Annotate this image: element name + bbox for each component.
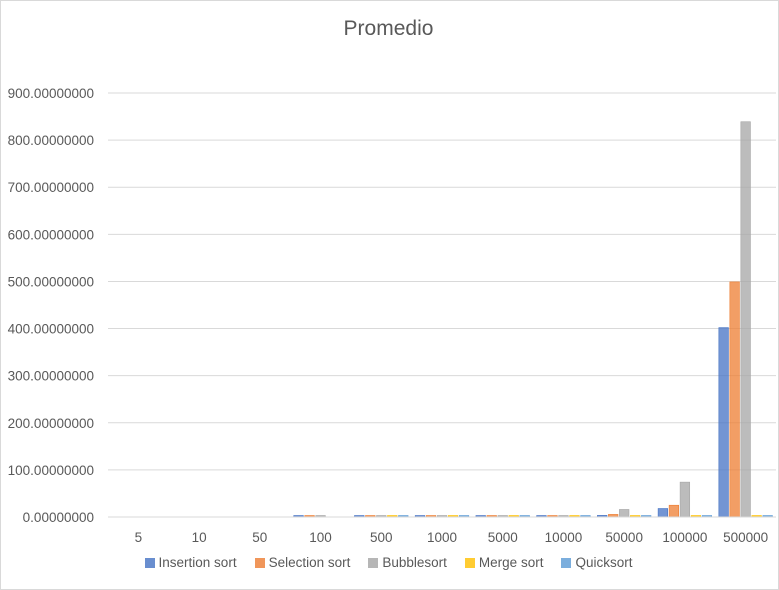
legend-label: Insertion sort	[158, 555, 237, 570]
x-tick-label: 100	[309, 530, 332, 545]
x-tick-label: 500	[370, 530, 393, 545]
y-tick-label: 100.00000000	[8, 463, 94, 478]
legend-swatch	[144, 557, 155, 568]
y-tick-label: 300.00000000	[8, 369, 94, 384]
x-tick-label: 500000	[723, 530, 768, 545]
y-tick-label: 900.00000000	[8, 86, 94, 101]
y-tick-label: 400.00000000	[8, 322, 94, 337]
legend-swatch	[561, 557, 572, 568]
legend-item: Merge sort	[464, 555, 544, 570]
legend-item: Insertion sort	[144, 555, 237, 570]
x-tick-label: 10000	[545, 530, 583, 545]
legend-label: Quicksort	[575, 555, 633, 570]
y-tick-label: 0.00000000	[23, 510, 94, 525]
y-tick-label: 800.00000000	[8, 133, 94, 148]
legend-label: Merge sort	[478, 555, 544, 570]
legend-label: Selection sort	[268, 555, 351, 570]
bar	[679, 481, 691, 518]
x-tick-label: 1000	[427, 530, 457, 545]
x-tick-label: 50	[252, 530, 267, 545]
legend-swatch	[368, 557, 379, 568]
x-tick-label: 10	[192, 530, 207, 545]
y-tick-label: 600.00000000	[8, 227, 94, 242]
bar	[729, 281, 740, 518]
x-tick-label: 5000	[488, 530, 518, 545]
x-tick-label: 50000	[605, 530, 643, 545]
legend-label: Bubblesort	[382, 555, 447, 570]
y-tick-label: 200.00000000	[8, 416, 94, 431]
x-tick-label: 5	[135, 530, 143, 545]
x-tick-label: 100000	[662, 530, 707, 545]
bar	[740, 121, 751, 518]
legend-swatch	[254, 557, 265, 568]
bar	[668, 504, 680, 518]
bar	[619, 509, 630, 518]
legend-item: Selection sort	[254, 555, 351, 570]
y-tick-label: 700.00000000	[8, 180, 94, 195]
chart-title: Promedio	[343, 17, 434, 40]
legend-item: Bubblesort	[368, 555, 447, 570]
bar	[657, 508, 669, 518]
legend-item: Quicksort	[561, 555, 632, 570]
y-tick-label: 500.00000000	[8, 274, 94, 289]
legend-swatch	[464, 557, 475, 568]
chart-legend: Insertion sort Selection sort Bubblesort Me…	[0, 555, 777, 570]
bar	[718, 327, 729, 518]
